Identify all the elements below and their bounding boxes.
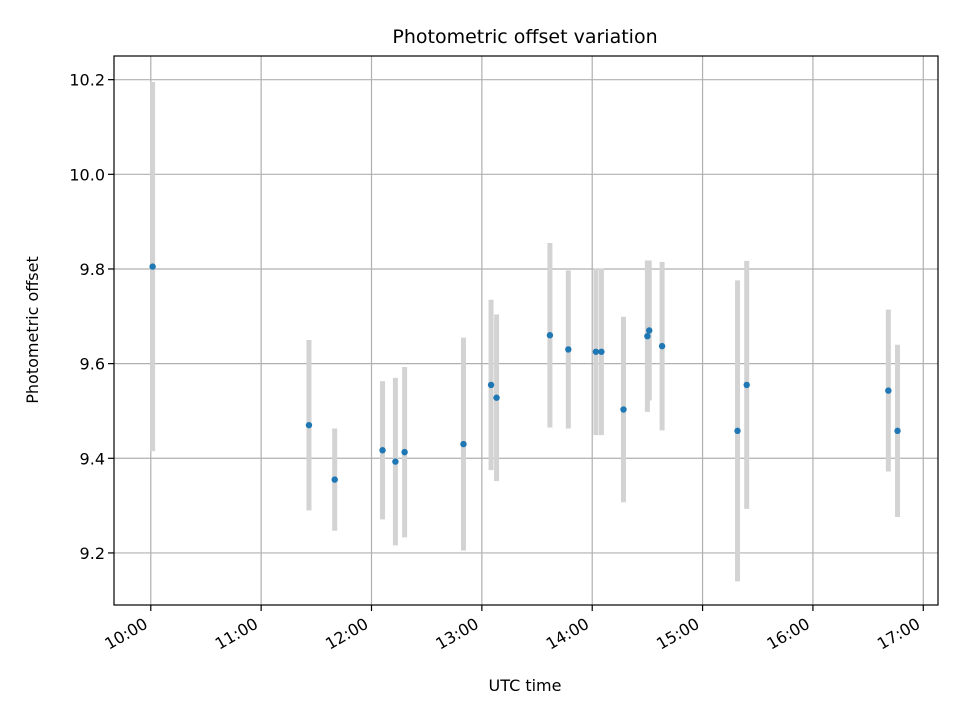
x-tick-label: 15:00 <box>653 614 702 654</box>
data-point <box>379 447 386 454</box>
data-point <box>460 440 467 448</box>
data-point <box>644 332 651 340</box>
x-tick-label: 17:00 <box>874 614 923 654</box>
y-axis-ticks: 9.2 9.4 9.6 9.8 10.0 10.2 <box>69 71 114 563</box>
y-tick-label: 9.4 <box>80 449 105 468</box>
x-tick-label: 16:00 <box>763 614 812 654</box>
data-point <box>392 458 399 465</box>
data-point <box>598 348 605 355</box>
data-point <box>658 342 666 350</box>
data-point <box>149 263 156 270</box>
data-point <box>487 381 495 389</box>
data-point <box>894 427 901 435</box>
plot-frame <box>113 55 939 606</box>
data-point <box>743 381 750 389</box>
data-point <box>331 476 338 483</box>
y-tick-label: 9.6 <box>80 355 105 374</box>
x-tick-label: 10:00 <box>101 614 150 654</box>
data-point <box>305 421 313 429</box>
y-tick-label: 10.2 <box>69 71 105 90</box>
data-point <box>493 394 500 401</box>
x-tick-label: 11:00 <box>212 614 261 654</box>
x-axis-ticks: 10:00 11:00 12:00 13:00 14:00 15:00 16:00 17:00 <box>101 605 924 654</box>
data-points <box>149 263 901 483</box>
y-tick-label: 9.8 <box>80 260 105 279</box>
x-tick-label: 13:00 <box>432 614 481 654</box>
data-point <box>592 348 600 355</box>
error-bars <box>150 82 901 582</box>
x-tick-label: 14:00 <box>543 614 592 654</box>
data-point <box>565 346 572 353</box>
data-point <box>620 406 627 413</box>
data-point <box>734 427 741 435</box>
x-axis-label: UTC time <box>489 676 562 695</box>
data-point <box>401 448 408 456</box>
y-axis-label: Photometric offset <box>23 256 42 404</box>
y-tick-label: 10.0 <box>69 165 105 184</box>
data-point <box>646 327 653 334</box>
data-point <box>546 332 554 339</box>
data-point <box>885 387 892 394</box>
y-tick-label: 9.2 <box>80 544 105 563</box>
grid-lines <box>114 56 938 605</box>
x-tick-label: 12:00 <box>322 614 371 654</box>
chart-title: Photometric offset variation <box>392 26 657 48</box>
